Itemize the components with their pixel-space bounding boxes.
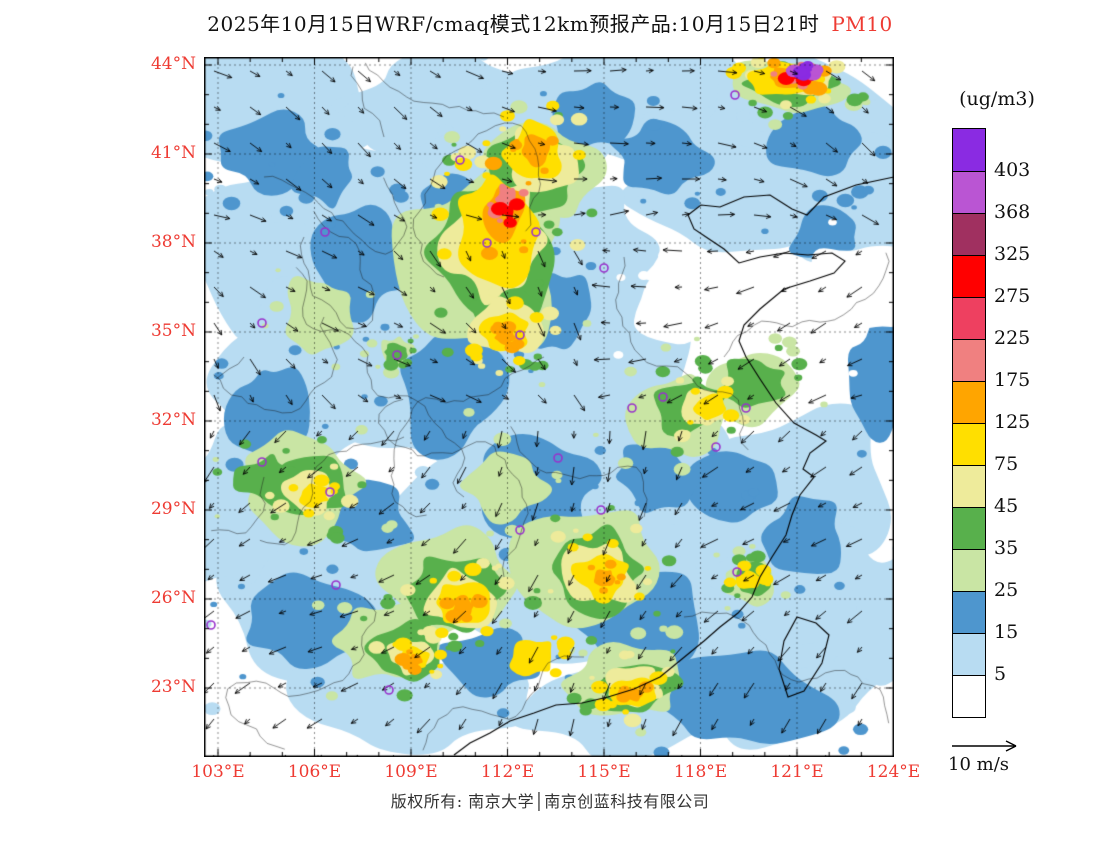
colorbar-segment — [953, 675, 985, 717]
lon-tick-label: 115°E — [577, 762, 631, 782]
wind-scale-arrow-icon — [952, 740, 1017, 752]
colorbar-segment — [953, 465, 985, 507]
copyright-footer: 版权所有: 南京大学│南京创蓝科技有限公司 — [390, 792, 710, 811]
lon-tick-label: 109°E — [384, 762, 438, 782]
lon-tick-label: 112°E — [480, 762, 535, 782]
colorbar-labels: 403 368 325 275 225 175 125 75 45 35 25 15 5 — [994, 128, 1064, 748]
lat-tick-label: 41°N — [150, 143, 196, 163]
colorbar-segment — [953, 591, 985, 633]
wind-scale-label: 10 m/s — [948, 754, 1009, 775]
lon-tick-label: 121°E — [770, 762, 824, 782]
colorbar-segment — [953, 171, 985, 213]
colorbar-label: 35 — [994, 537, 1019, 559]
colorbar-segment — [953, 423, 985, 465]
colorbar-label: 15 — [994, 621, 1019, 643]
longitude-axis: 103°E 106°E 109°E 112°E 115°E 118°E 121°E 124°E — [0, 762, 1100, 786]
lon-tick-label: 103°E — [191, 762, 245, 782]
lat-tick-label: 29°N — [150, 499, 196, 519]
lon-tick-label: 106°E — [287, 762, 342, 782]
colorbar-segment — [953, 549, 985, 591]
latitude-axis: 44°N 41°N 38°N 35°N 32°N 29°N 26°N 23°N — [118, 54, 196, 757]
colorbar-unit: (ug/m3) — [959, 88, 1035, 110]
colorbar-label: 325 — [994, 243, 1031, 265]
title-text: 2025年10月15日WRF/cmaq模式12km预报产品:10月15日21时 — [207, 12, 820, 36]
colorbar-label: 368 — [994, 201, 1031, 223]
lat-tick-label: 26°N — [150, 588, 196, 608]
colorbar — [952, 128, 986, 718]
colorbar-label: 45 — [994, 495, 1019, 517]
lat-tick-label: 35°N — [150, 321, 196, 341]
forecast-map-canvas — [204, 57, 894, 757]
colorbar-segment — [953, 339, 985, 381]
colorbar-segment — [953, 255, 985, 297]
colorbar-segment — [953, 213, 985, 255]
lat-tick-label: 38°N — [150, 232, 196, 252]
colorbar-segment — [953, 381, 985, 423]
colorbar-label: 403 — [994, 159, 1031, 181]
wind-scale-legend: 10 m/s — [944, 734, 1054, 780]
colorbar-label: 225 — [994, 327, 1031, 349]
colorbar-label: 5 — [994, 663, 1007, 685]
lat-tick-label: 44°N — [150, 54, 196, 74]
colorbar-label: 275 — [994, 285, 1031, 307]
lon-tick-label: 124°E — [866, 762, 921, 782]
title-pollutant: PM10 — [831, 12, 893, 36]
colorbar-segment — [953, 507, 985, 549]
colorbar-label: 75 — [994, 453, 1019, 475]
colorbar-segment — [953, 633, 985, 675]
lat-tick-label: 32°N — [150, 410, 196, 430]
lat-tick-label: 23°N — [150, 677, 196, 697]
colorbar-segment — [953, 297, 985, 339]
colorbar-label: 175 — [994, 369, 1031, 391]
lon-tick-label: 118°E — [673, 762, 728, 782]
colorbar-label: 125 — [994, 411, 1031, 433]
colorbar-segment — [953, 129, 985, 171]
page-title: 2025年10月15日WRF/cmaq模式12km预报产品:10月15日21时 P… — [0, 8, 1100, 37]
colorbar-label: 25 — [994, 579, 1019, 601]
